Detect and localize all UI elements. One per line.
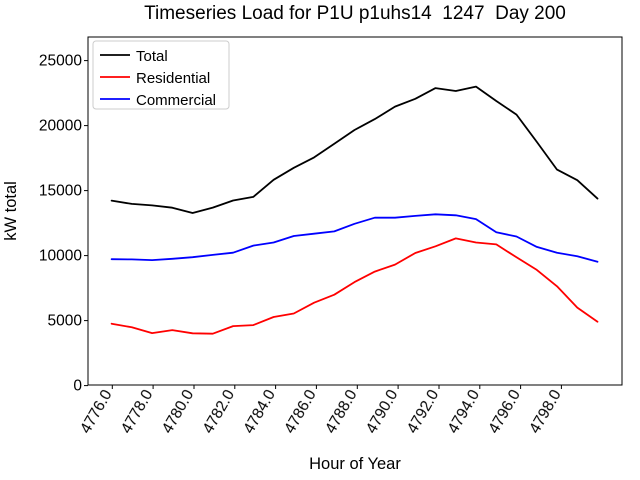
svg-text:Hour of Year: Hour of Year xyxy=(309,455,401,473)
svg-text:0: 0 xyxy=(73,378,82,395)
svg-text:Commercial: Commercial xyxy=(136,92,216,109)
svg-text:Residential: Residential xyxy=(136,70,210,87)
svg-text:Timeseries Load for P1U p1uhs1: Timeseries Load for P1U p1uhs14 1247 Day… xyxy=(144,3,566,24)
svg-text:5000: 5000 xyxy=(48,313,83,330)
svg-text:25000: 25000 xyxy=(39,53,82,70)
svg-text:Total: Total xyxy=(136,48,168,65)
svg-text:15000: 15000 xyxy=(39,183,82,200)
svg-text:20000: 20000 xyxy=(39,118,82,135)
svg-text:kW total: kW total xyxy=(2,181,20,241)
svg-text:10000: 10000 xyxy=(39,248,82,265)
